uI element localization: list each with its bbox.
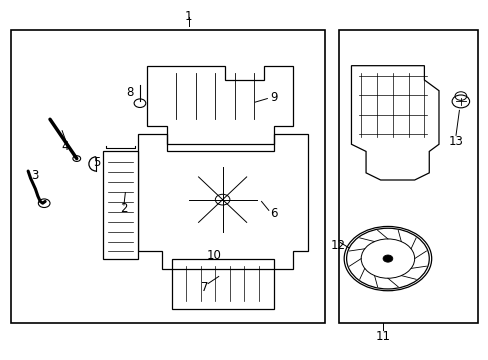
Text: 13: 13 — [447, 135, 463, 148]
Text: 5: 5 — [93, 156, 100, 169]
Circle shape — [73, 156, 81, 161]
Text: 12: 12 — [330, 239, 345, 252]
Text: 11: 11 — [375, 330, 390, 343]
Text: 3: 3 — [31, 169, 38, 182]
Text: 6: 6 — [269, 207, 277, 220]
Circle shape — [134, 99, 145, 108]
Bar — [339, 30, 477, 323]
Text: 9: 9 — [269, 91, 277, 104]
Text: 8: 8 — [126, 86, 134, 99]
Circle shape — [38, 199, 50, 207]
Circle shape — [382, 255, 392, 262]
Text: 4: 4 — [61, 140, 69, 153]
Bar — [11, 30, 324, 323]
Bar — [103, 152, 137, 258]
Text: 7: 7 — [201, 282, 208, 294]
Text: 1: 1 — [184, 10, 192, 23]
Text: 10: 10 — [206, 248, 221, 261]
Text: 2: 2 — [120, 202, 127, 215]
